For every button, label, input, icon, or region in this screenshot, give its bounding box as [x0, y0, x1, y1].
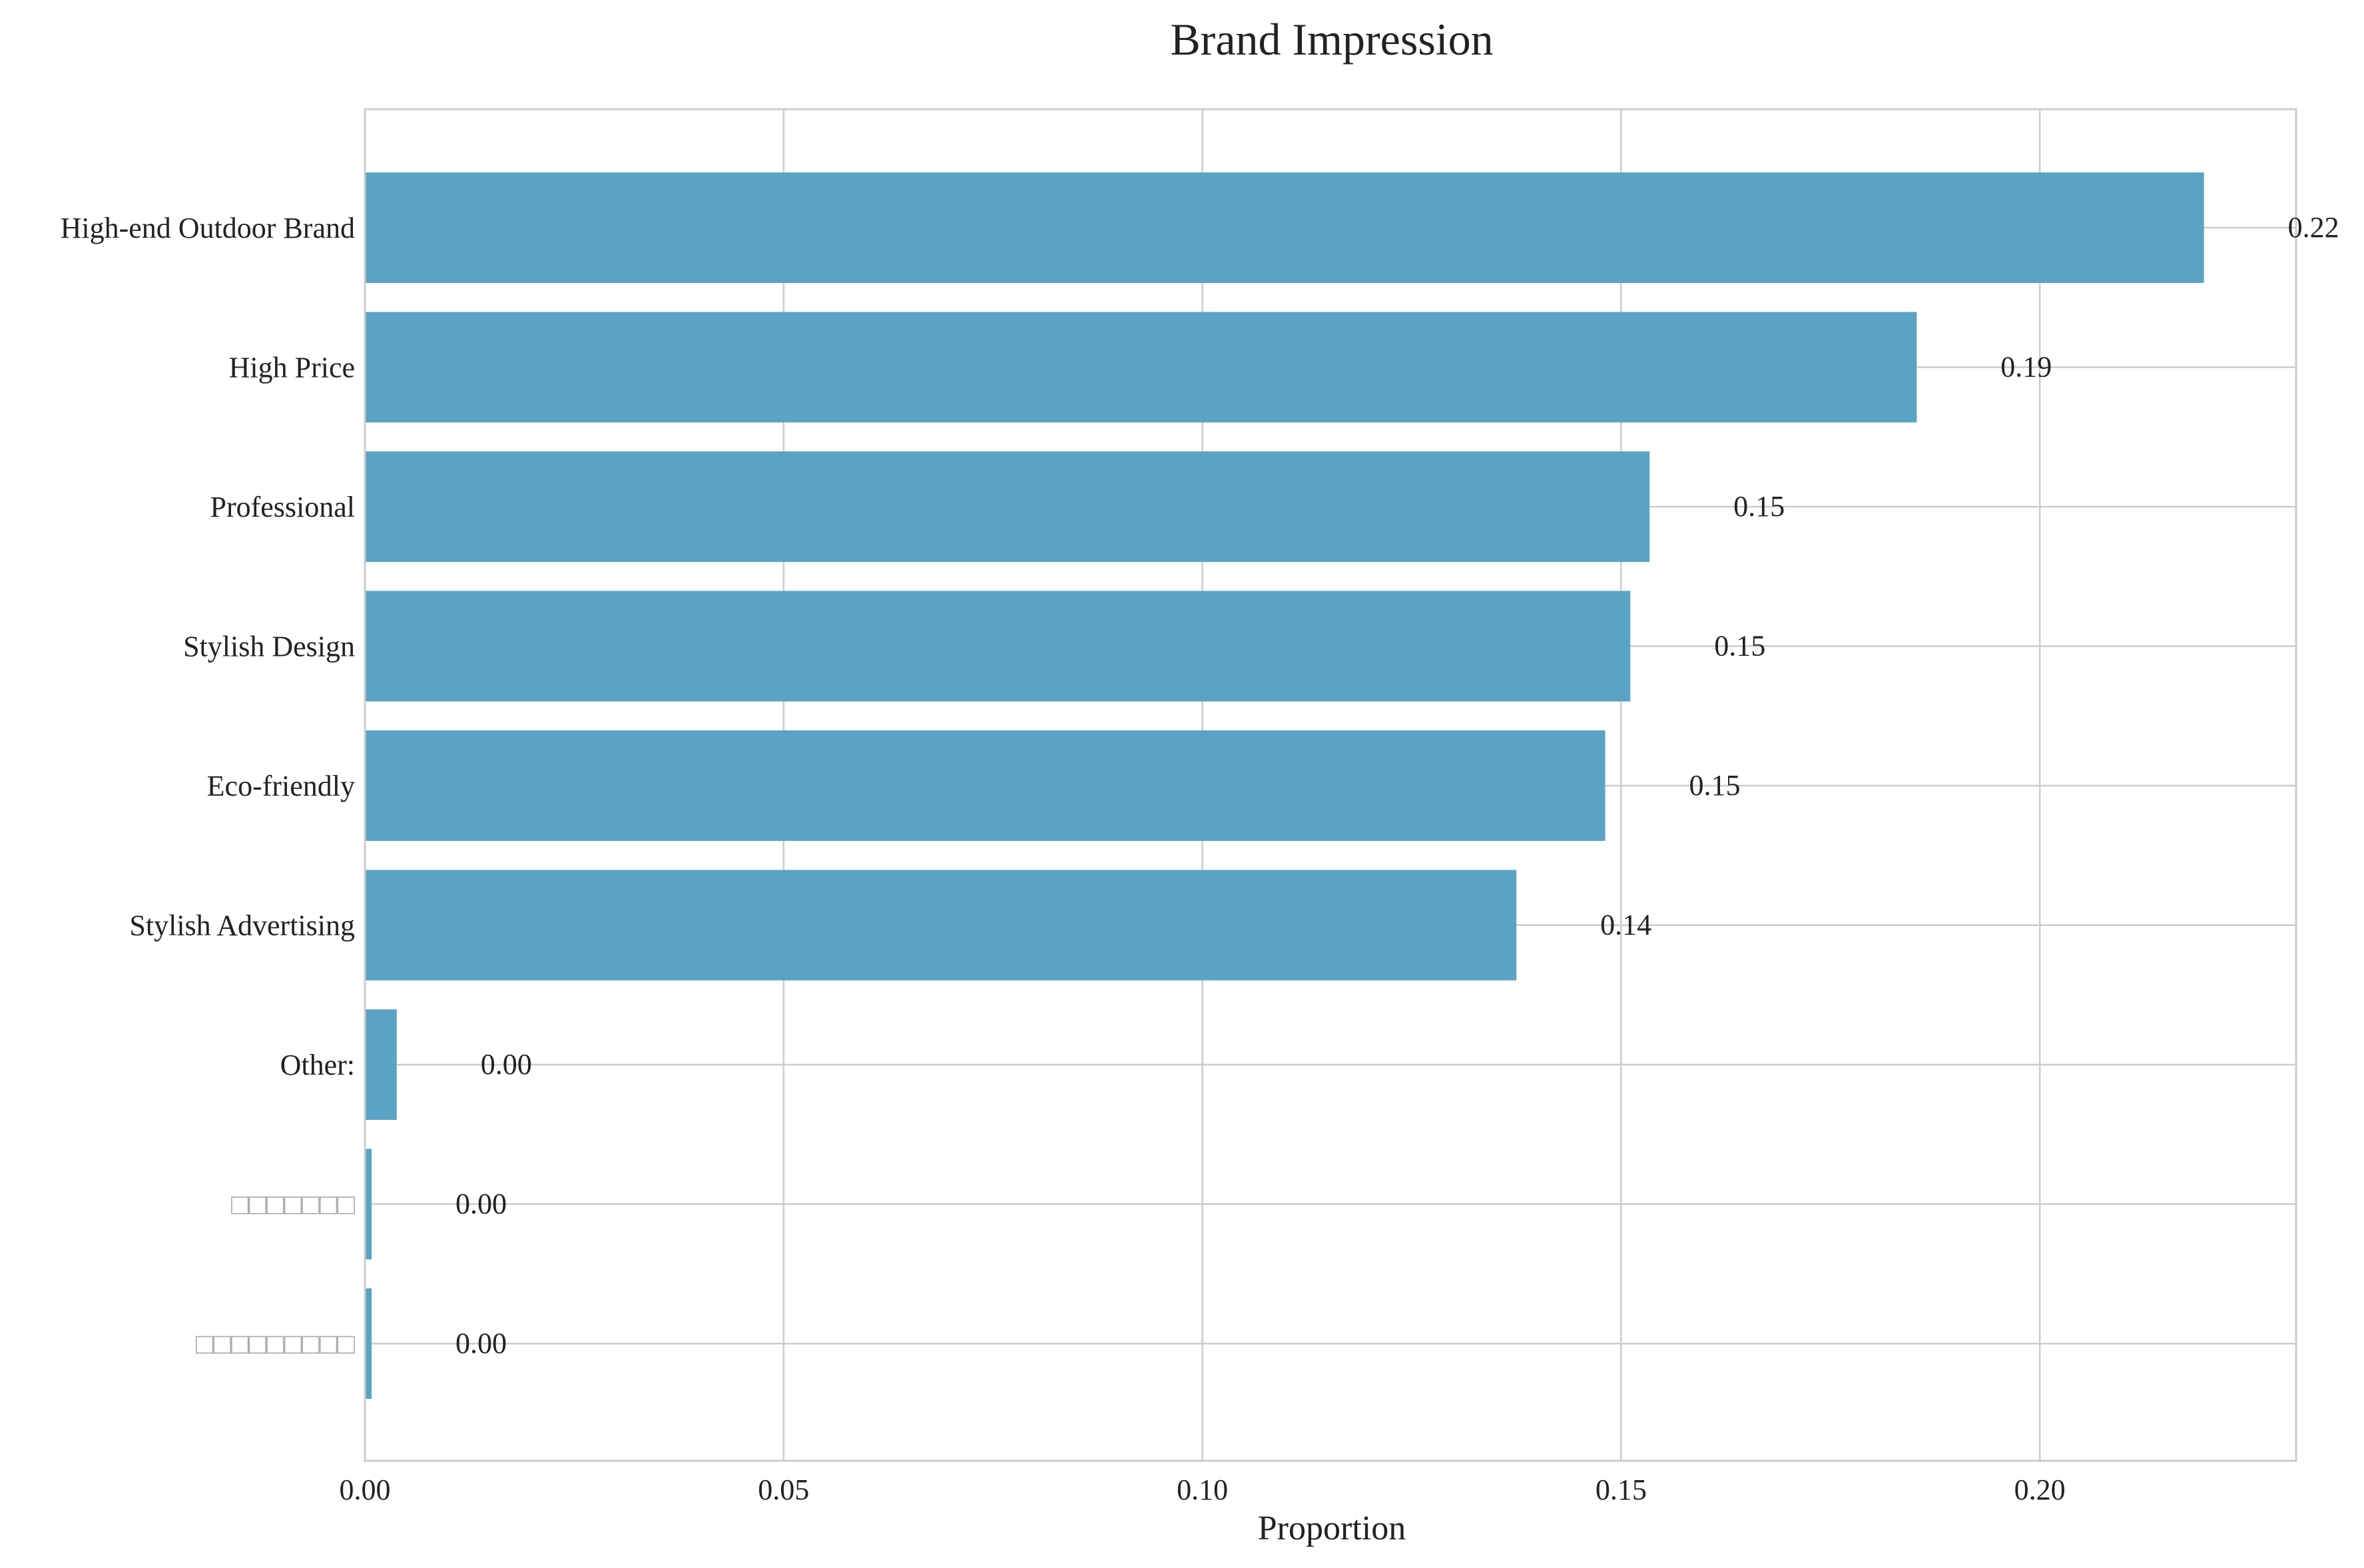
- data-label: 0.00: [481, 1048, 532, 1081]
- category-label: Professional: [210, 491, 355, 523]
- category-label: Stylish Advertising: [129, 910, 355, 942]
- labels: 0.00 0.05 0.10 0.15 0.20 High-end Outdoor Bra…: [61, 211, 2339, 1506]
- category-label: Stylish Design: [183, 631, 355, 663]
- data-label: 0.15: [1714, 630, 1765, 662]
- x-tick-label: 0.20: [2014, 1473, 2066, 1506]
- data-label: 0.00: [455, 1327, 507, 1360]
- bar: [365, 172, 2204, 283]
- category-label: □□□□□□□□□: [196, 1328, 356, 1360]
- bar: [365, 730, 1606, 841]
- plot-border: [364, 108, 2297, 1462]
- bar: [365, 312, 1917, 423]
- bars: [365, 172, 2204, 1399]
- x-tick-label: 0.05: [758, 1473, 809, 1506]
- data-label: 0.15: [1689, 769, 1740, 802]
- chart-title: Brand Impression: [1170, 14, 1493, 65]
- category-label: Eco-friendly: [207, 770, 355, 802]
- bar: [365, 1288, 372, 1399]
- data-label: 0.00: [455, 1188, 507, 1220]
- data-label: 0.14: [1600, 909, 1651, 941]
- x-tick-label: 0.10: [1177, 1473, 1228, 1506]
- bar: [365, 1009, 397, 1120]
- bar: [365, 870, 1517, 981]
- plot-frame: [364, 108, 2297, 1462]
- x-axis-label: Proportion: [1258, 1509, 1406, 1547]
- category-label: High-end Outdoor Brand: [61, 212, 355, 244]
- bar: [365, 1149, 372, 1260]
- data-label: 0.15: [1733, 490, 1785, 523]
- category-label: □□□□□□□: [231, 1188, 355, 1221]
- category-label: High Price: [229, 352, 355, 384]
- data-label: 0.19: [2000, 351, 2052, 384]
- bar: [365, 591, 1631, 702]
- data-label: 0.22: [2288, 211, 2339, 244]
- x-tick-label: 0.15: [1596, 1473, 1647, 1506]
- x-tick-label: 0.00: [340, 1473, 391, 1506]
- category-label: Other:: [280, 1049, 355, 1081]
- bar: [365, 451, 1650, 562]
